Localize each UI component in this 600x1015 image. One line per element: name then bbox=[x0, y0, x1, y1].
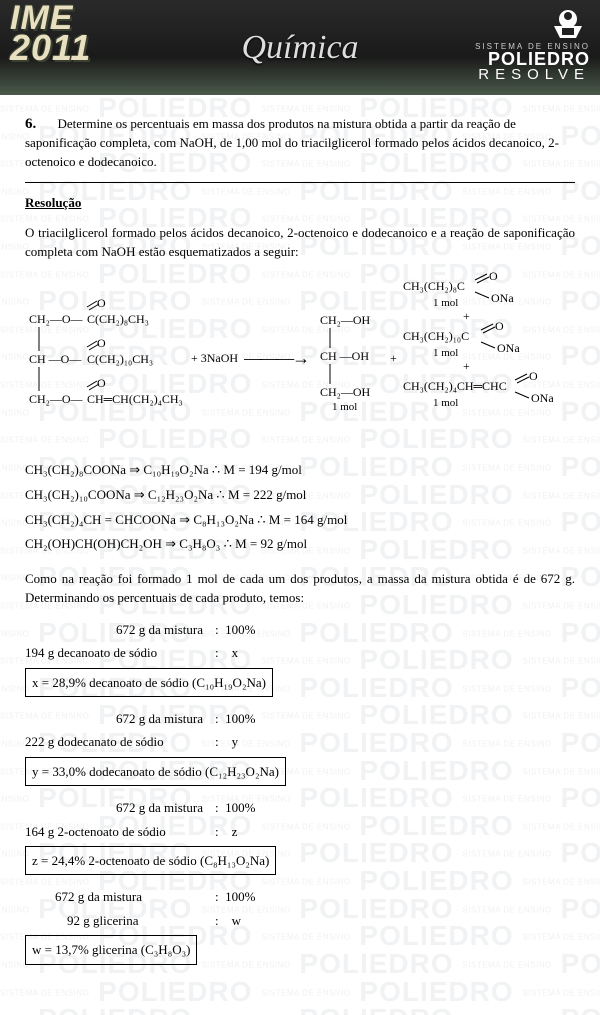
calc-line: 672 g da mistura bbox=[25, 618, 215, 641]
svg-text:ONa: ONa bbox=[491, 291, 514, 305]
svg-text:CH₂—O—: CH₂—O— bbox=[29, 312, 84, 326]
content: 6. Determine os percentuais em massa dos… bbox=[0, 95, 600, 1015]
svg-text:+: + bbox=[463, 359, 470, 373]
calc-val: 100% bbox=[225, 796, 255, 819]
brand-icon bbox=[546, 6, 590, 42]
svg-text:1 mol: 1 mol bbox=[433, 297, 458, 309]
svg-text:CH —OH: CH —OH bbox=[320, 349, 369, 363]
divider bbox=[25, 182, 575, 183]
intro-paragraph: O triacilglicerol formado pelos ácidos d… bbox=[25, 223, 575, 262]
products-column: CH₃(CH₂)₈C O ONa 1 mol + CH₃(CH₂)₁₀C O O… bbox=[403, 272, 553, 447]
calc-line: 672 g da mistura bbox=[25, 885, 215, 908]
calc-val: 100% bbox=[225, 707, 255, 730]
glycerol-structure: CH₂—OH CH —OH CH₂—OH 1 mol bbox=[314, 304, 384, 414]
exam-year: 2011 bbox=[10, 33, 91, 64]
svg-text:O: O bbox=[97, 336, 106, 350]
result-box: z = 24,4% 2-octenoato de sódio (C₈H₁₃O₂N… bbox=[25, 846, 276, 875]
molar-mass-block: CH₃(CH₂)₈COONa ⇒ C₁₀H₁₉O₂Na ∴ M = 194 g/… bbox=[25, 458, 575, 557]
calc-val: w bbox=[232, 909, 241, 932]
calculations: 672 g da mistura: 100% 194 g decanoato d… bbox=[25, 618, 575, 975]
arrow-icon: ———→ bbox=[244, 348, 308, 369]
calc-val: x bbox=[232, 641, 239, 664]
calc-val: y bbox=[232, 730, 239, 753]
svg-text:CH₂—O—: CH₂—O— bbox=[29, 392, 84, 406]
plus-sign-1: + bbox=[390, 351, 397, 366]
calc-line: 164 g 2-octenoato de sódio bbox=[25, 820, 215, 843]
molar-line: CH₃(CH₂)₁₀COONa ⇒ C₁₂H₂₃O₂Na ∴ M = 222 g… bbox=[25, 483, 575, 508]
molar-line: CH₃(CH₂)₈COONa ⇒ C₁₀H₁₉O₂Na ∴ M = 194 g/… bbox=[25, 458, 575, 483]
svg-text:O: O bbox=[97, 299, 106, 310]
svg-text:ONa: ONa bbox=[497, 341, 520, 355]
svg-text:+: + bbox=[463, 309, 470, 323]
paragraph-2: Como na reação foi formado 1 mol de cada… bbox=[25, 569, 575, 608]
reaction-scheme: CH₂—O— C(CH₂)₈CH₃ O CH —O— C(CH₂)₁₀CH₃ O… bbox=[25, 272, 575, 447]
svg-text:CH═CH(CH₂)₄CH₃: CH═CH(CH₂)₄CH₃ bbox=[87, 392, 183, 406]
svg-text:CH₃(CH₂)₄CH═CHC: CH₃(CH₂)₄CH═CHC bbox=[403, 379, 507, 393]
svg-text:1 mol: 1 mol bbox=[433, 347, 458, 359]
page-header: IME 2011 Química SISTEMA DE ENSINO POLIE… bbox=[0, 0, 600, 95]
calc-line: 194 g decanoato de sódio bbox=[25, 641, 215, 664]
svg-text:CH₃(CH₂)₁₀C: CH₃(CH₂)₁₀C bbox=[403, 329, 469, 343]
question-text: Determine os percentuais em massa dos pr… bbox=[25, 116, 559, 169]
svg-text:ONa: ONa bbox=[531, 391, 553, 405]
svg-text:O: O bbox=[97, 376, 106, 390]
subject-title: Química bbox=[241, 29, 358, 67]
svg-text:O: O bbox=[489, 272, 498, 283]
question-number: 6. bbox=[25, 116, 36, 132]
molar-line: CH₂(OH)CH(OH)CH₂OH ⇒ C₃H₈O₃ ∴ M = 92 g/m… bbox=[25, 532, 575, 557]
calc-line: 672 g da mistura bbox=[25, 707, 215, 730]
brand-block: SISTEMA DE ENSINO POLIEDRO RESOLVE bbox=[475, 6, 590, 82]
calc-val: 100% bbox=[225, 885, 255, 908]
reactant-structure: CH₂—O— C(CH₂)₈CH₃ O CH —O— C(CH₂)₁₀CH₃ O… bbox=[25, 299, 185, 419]
svg-text:CH₃(CH₂)₈C: CH₃(CH₂)₈C bbox=[403, 279, 465, 293]
exam-logo: IME 2011 bbox=[10, 4, 91, 63]
svg-text:C(CH₂)₁₀CH₃: C(CH₂)₁₀CH₃ bbox=[87, 352, 153, 366]
question-block: 6. Determine os percentuais em massa dos… bbox=[25, 115, 575, 172]
svg-text:1 mol: 1 mol bbox=[332, 401, 357, 413]
svg-text:1 mol: 1 mol bbox=[433, 397, 458, 409]
svg-text:O: O bbox=[495, 319, 504, 333]
result-box: w = 13,7% glicerina (C₃H₈O₃) bbox=[25, 935, 197, 964]
calc-line: 672 g da mistura bbox=[25, 796, 215, 819]
svg-text:CH —O—: CH —O— bbox=[29, 352, 82, 366]
resolution-heading: Resolução bbox=[25, 195, 575, 211]
brand-sub: RESOLVE bbox=[475, 67, 590, 82]
svg-text:C(CH₂)₈CH₃: C(CH₂)₈CH₃ bbox=[87, 312, 149, 326]
svg-text:O: O bbox=[529, 369, 538, 383]
result-box: x = 28,9% decanoato de sódio (C₁₀H₁₉O₂Na… bbox=[25, 668, 273, 697]
brand-name: POLIEDRO bbox=[475, 51, 590, 67]
reagent-label: + 3NaOH bbox=[191, 351, 238, 366]
calc-line: 92 g glicerina bbox=[25, 909, 215, 932]
svg-text:CH₂—OH: CH₂—OH bbox=[320, 313, 371, 327]
calc-val: 100% bbox=[225, 618, 255, 641]
molar-line: CH₃(CH₂)₄CH = CHCOONa ⇒ C₈H₁₃O₂Na ∴ M = … bbox=[25, 508, 575, 533]
calc-line: 222 g dodecanato de sódio bbox=[25, 730, 215, 753]
result-box: y = 33,0% dodecanoato de sódio (C₁₂H₂₃O₂… bbox=[25, 757, 286, 786]
svg-text:CH₂—OH: CH₂—OH bbox=[320, 385, 371, 399]
calc-val: z bbox=[232, 820, 238, 843]
